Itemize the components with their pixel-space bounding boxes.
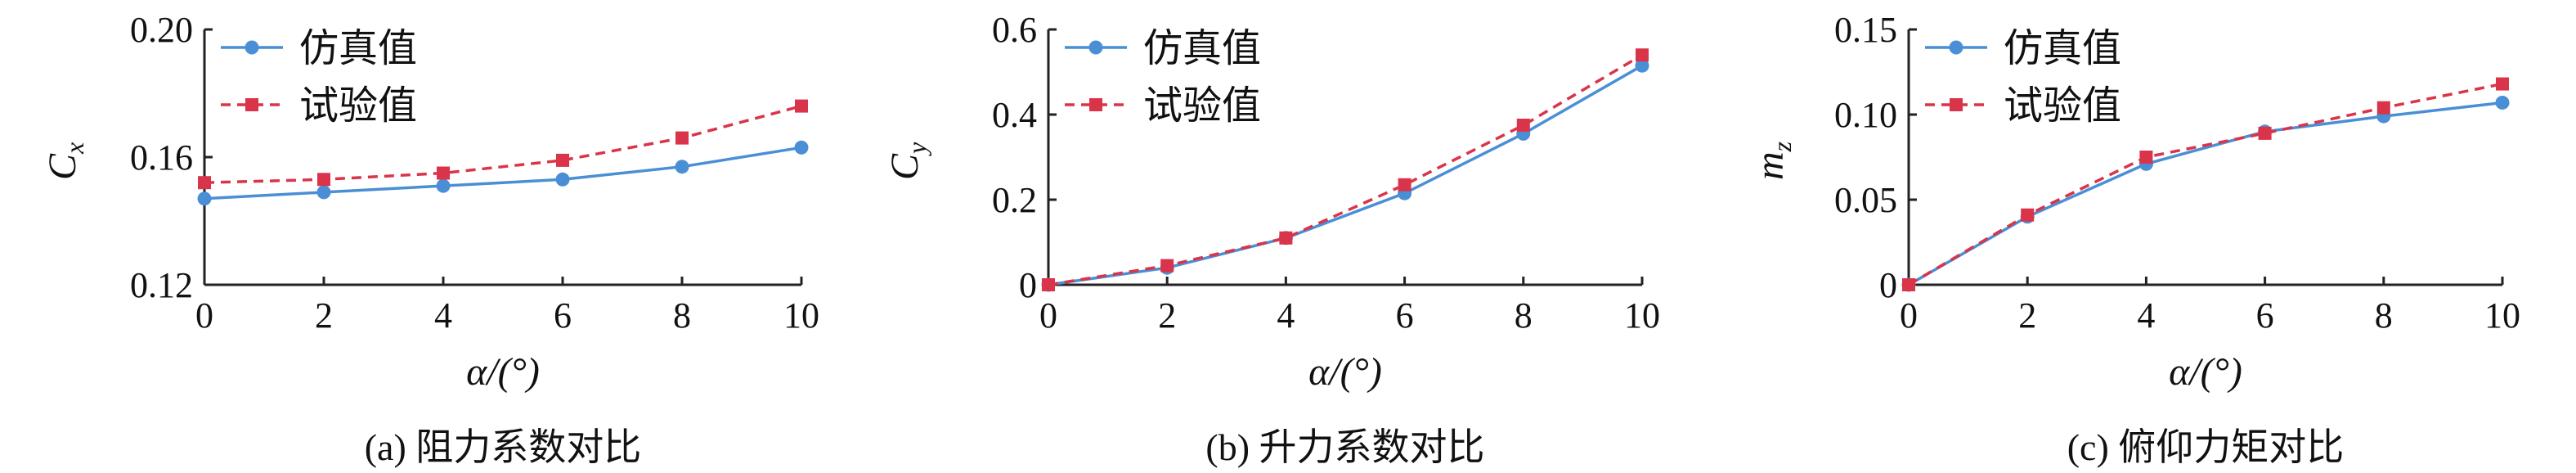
legend-label: 仿真值 — [2004, 27, 2121, 70]
legend-entry-1: 试验值 — [221, 84, 417, 128]
x-axis-title: α/(°) — [2169, 350, 2242, 394]
x-axis-title: α/(°) — [466, 350, 540, 394]
data-point-square — [2258, 126, 2272, 140]
chart-panel-2: 0 2 4 6 8 10 0 0.05 0.10 0.15 α/(°) mz (c) 俯仰力矩对比 仿真值… — [1748, 10, 2520, 468]
series-line-1 — [1048, 53, 1643, 286]
y-axis-title-main: m — [1748, 151, 1792, 180]
x-tick-label: 4 — [1277, 295, 1295, 336]
y-tick-label: 0.2 — [992, 180, 1037, 220]
data-point-square — [437, 166, 450, 180]
data-point-square — [675, 131, 689, 145]
legend-entry-0: 仿真值 — [1065, 27, 1261, 70]
legend-entry-0: 仿真值 — [1925, 27, 2121, 70]
series-line-0 — [1048, 64, 1643, 286]
y-tick-label: 0 — [1879, 265, 1897, 305]
data-point-circle — [555, 172, 570, 187]
data-point-square — [198, 176, 211, 190]
data-point-circle — [1635, 58, 1649, 73]
x-tick-label: 6 — [554, 295, 572, 336]
y-tick-label: 0.4 — [992, 95, 1037, 135]
data-point-square — [1042, 278, 1055, 291]
data-point-square — [1279, 231, 1293, 245]
legend-label: 仿真值 — [299, 27, 417, 70]
x-tick-label: 10 — [783, 295, 819, 336]
data-point-square — [1160, 259, 1174, 273]
series-line-0 — [204, 146, 802, 200]
data-point-square — [1902, 278, 1915, 291]
chart-panel-0: 0 2 4 6 8 10 0.12 0.16 0.20 α/(°) Cx (a) 阻力系数对比 仿真值试… — [41, 10, 819, 468]
data-point-square — [2021, 208, 2035, 222]
x-tick-label: 2 — [315, 295, 333, 336]
legend-label: 仿真值 — [1143, 27, 1261, 70]
data-point-circle — [2495, 95, 2510, 110]
x-tick-label: 0 — [195, 295, 213, 336]
y-axis-title-subscript: x — [60, 142, 89, 155]
data-point-square — [795, 99, 808, 113]
y-tick-label: 0.6 — [992, 10, 1037, 50]
legend-marker-circle — [245, 40, 259, 55]
series-line-1 — [204, 104, 802, 184]
legend-marker-square — [1950, 98, 1963, 111]
y-tick-label: 0.20 — [130, 10, 193, 50]
x-tick-label: 6 — [2256, 295, 2274, 336]
y-tick-label: 0.12 — [130, 265, 193, 305]
panel-caption: (c) 俯仰力矩对比 — [2067, 426, 2345, 468]
y-tick-label: 0.15 — [1834, 10, 1897, 50]
y-axis-title-subscript: z — [1767, 141, 1797, 152]
x-tick-label: 8 — [673, 295, 691, 336]
x-tick-label: 10 — [1624, 295, 1660, 336]
x-tick-label: 0 — [1039, 295, 1057, 336]
y-tick-label: 0.05 — [1834, 180, 1897, 220]
data-point-circle — [316, 185, 331, 200]
y-axis-title-main: C — [41, 153, 84, 180]
x-tick-label: 10 — [2484, 295, 2520, 336]
legend-entry-1: 试验值 — [1065, 84, 1261, 128]
y-axis-title-main: C — [883, 153, 927, 180]
data-point-circle — [197, 191, 212, 206]
panel-caption: (a) 阻力系数对比 — [365, 426, 642, 468]
x-axis-title: α/(°) — [1308, 350, 1382, 394]
x-tick-label: 0 — [1900, 295, 1918, 336]
panel-caption: (b) 升力系数对比 — [1205, 426, 1484, 468]
x-tick-label: 2 — [1158, 295, 1176, 336]
y-axis-title: mz — [1748, 141, 1797, 180]
y-axis-title-subscript: y — [902, 142, 931, 156]
data-point-square — [317, 173, 330, 187]
legend-marker-square — [245, 98, 258, 111]
legend-entry-1: 试验值 — [1925, 84, 2121, 128]
x-tick-label: 6 — [1396, 295, 1414, 336]
x-tick-label: 4 — [2137, 295, 2155, 336]
legend-entry-0: 仿真值 — [221, 27, 417, 70]
series-line-0 — [1908, 101, 2503, 286]
data-point-square — [2496, 77, 2509, 91]
x-tick-label: 8 — [1515, 295, 1533, 336]
x-tick-label: 4 — [434, 295, 452, 336]
x-tick-label: 2 — [2018, 295, 2036, 336]
data-point-square — [1516, 119, 1530, 132]
y-axis-title: Cy — [883, 142, 931, 180]
x-tick-label: 8 — [2375, 295, 2393, 336]
legend-marker-circle — [1088, 40, 1103, 55]
data-point-square — [2376, 101, 2390, 115]
legend-label: 试验值 — [2004, 84, 2121, 128]
legend-marker-square — [1089, 98, 1102, 111]
data-point-square — [1398, 178, 1411, 191]
legend-label: 试验值 — [299, 84, 417, 128]
data-point-square — [556, 153, 569, 167]
series-line-1 — [1908, 82, 2503, 286]
y-tick-label: 0.10 — [1834, 95, 1897, 135]
y-tick-label: 0.16 — [130, 137, 193, 178]
data-point-circle — [436, 178, 451, 193]
legend-label: 试验值 — [1143, 84, 1261, 128]
data-point-circle — [675, 160, 689, 174]
data-point-square — [2139, 151, 2153, 164]
y-axis-title: Cx — [41, 142, 89, 180]
legend-marker-circle — [1949, 40, 1963, 55]
y-tick-label: 0 — [1019, 265, 1037, 305]
data-point-circle — [794, 140, 809, 155]
data-point-square — [1636, 48, 1649, 62]
